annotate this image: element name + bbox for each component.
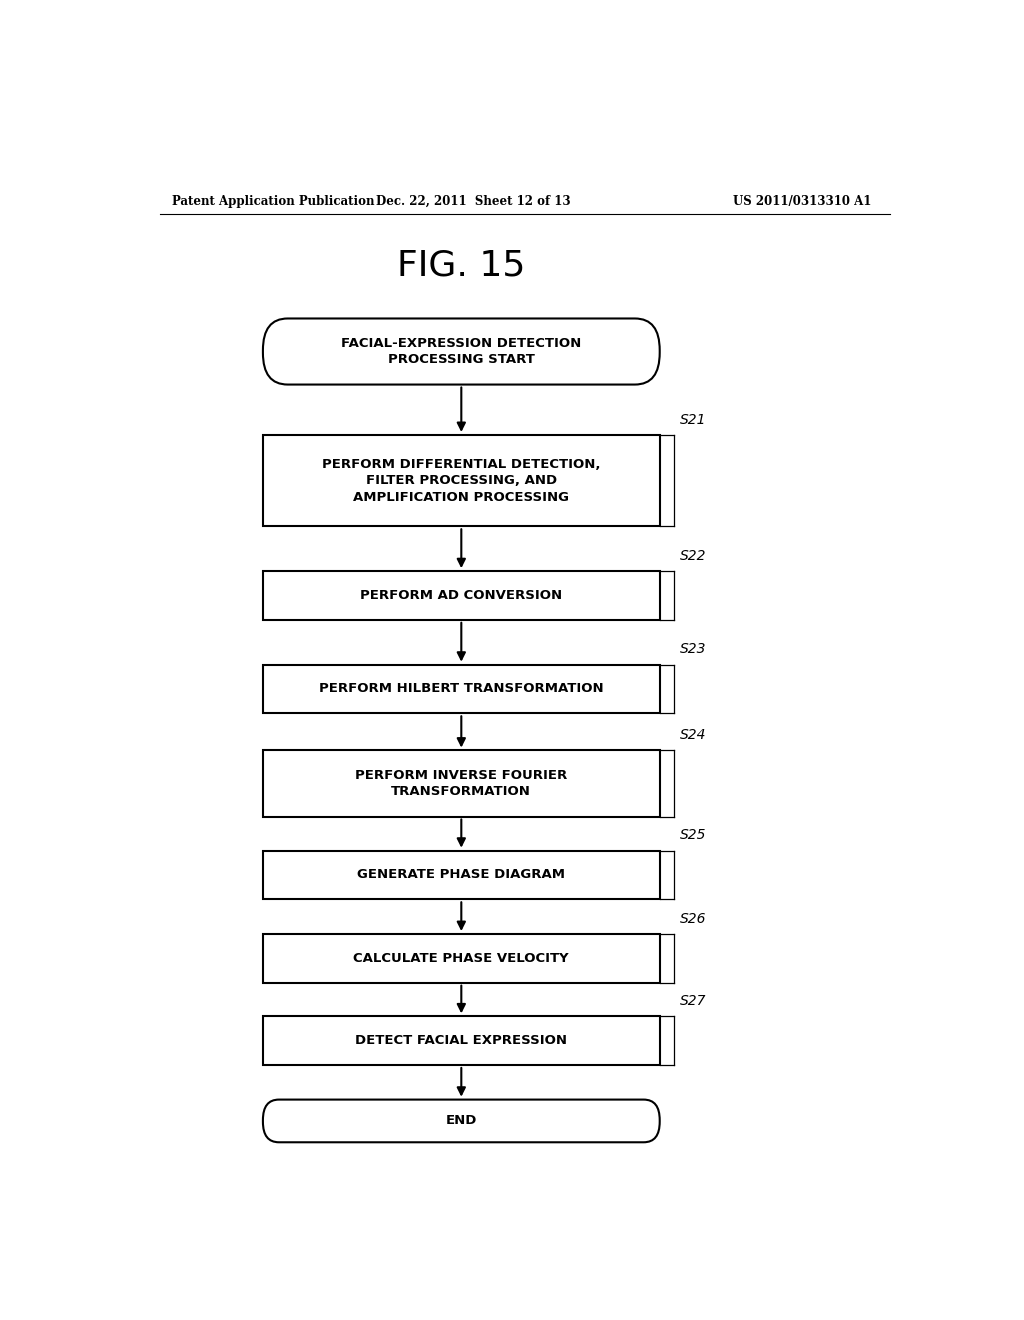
Text: GENERATE PHASE DIAGRAM: GENERATE PHASE DIAGRAM — [357, 869, 565, 882]
Text: PERFORM DIFFERENTIAL DETECTION,
FILTER PROCESSING, AND
AMPLIFICATION PROCESSING: PERFORM DIFFERENTIAL DETECTION, FILTER P… — [323, 458, 600, 504]
Text: FACIAL-EXPRESSION DETECTION
PROCESSING START: FACIAL-EXPRESSION DETECTION PROCESSING S… — [341, 337, 582, 366]
Text: S24: S24 — [680, 729, 707, 742]
Text: END: END — [445, 1114, 477, 1127]
Bar — [263, 751, 659, 817]
FancyBboxPatch shape — [263, 1100, 659, 1142]
FancyBboxPatch shape — [263, 318, 659, 384]
Text: S26: S26 — [680, 912, 707, 925]
Text: PERFORM AD CONVERSION: PERFORM AD CONVERSION — [360, 589, 562, 602]
Text: Dec. 22, 2011  Sheet 12 of 13: Dec. 22, 2011 Sheet 12 of 13 — [376, 194, 570, 207]
Text: FIG. 15: FIG. 15 — [397, 248, 525, 282]
Text: S25: S25 — [680, 829, 707, 842]
Bar — [263, 572, 659, 620]
Text: S21: S21 — [680, 413, 707, 426]
Text: S23: S23 — [680, 643, 707, 656]
Bar — [263, 850, 659, 899]
Text: DETECT FACIAL EXPRESSION: DETECT FACIAL EXPRESSION — [355, 1034, 567, 1047]
Bar — [263, 664, 659, 713]
Bar — [263, 1016, 659, 1065]
Text: CALCULATE PHASE VELOCITY: CALCULATE PHASE VELOCITY — [353, 952, 569, 965]
Text: PERFORM INVERSE FOURIER
TRANSFORMATION: PERFORM INVERSE FOURIER TRANSFORMATION — [355, 768, 567, 799]
Text: S22: S22 — [680, 549, 707, 562]
Bar — [263, 935, 659, 982]
Text: S27: S27 — [680, 994, 707, 1008]
Text: Patent Application Publication: Patent Application Publication — [172, 194, 374, 207]
Text: PERFORM HILBERT TRANSFORMATION: PERFORM HILBERT TRANSFORMATION — [319, 682, 603, 696]
Text: US 2011/0313310 A1: US 2011/0313310 A1 — [733, 194, 871, 207]
Bar — [263, 434, 659, 527]
